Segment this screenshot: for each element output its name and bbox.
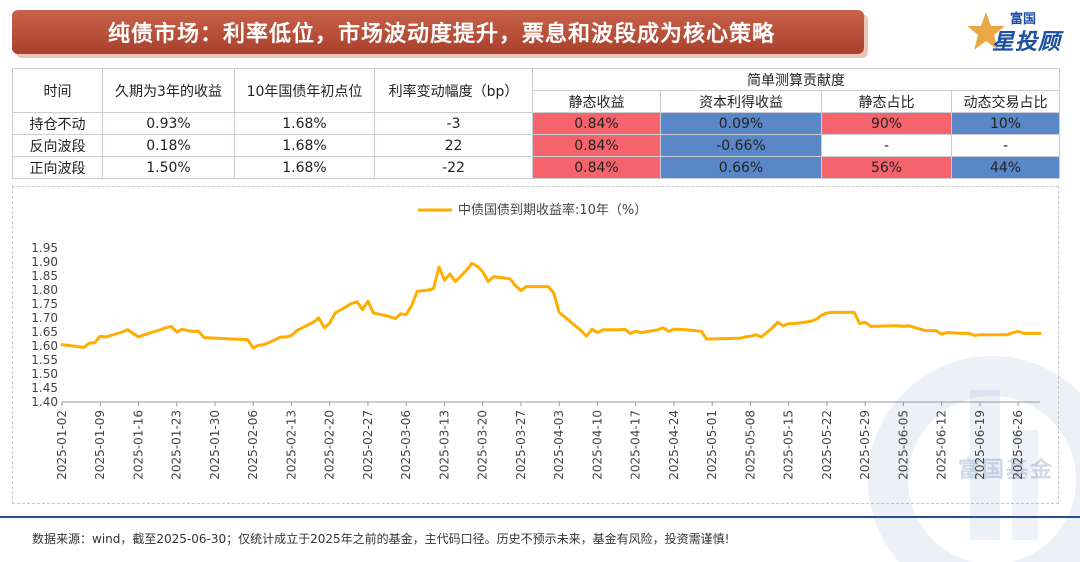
page-title: 纯债市场：利率低位，市场波动度提升，票息和波段成为核心策略 — [108, 22, 776, 47]
y-tick-label: 1.80 — [31, 283, 58, 297]
y-tick-label: 1.75 — [31, 297, 58, 311]
x-tick-label: 2025-01-30 — [208, 410, 222, 480]
yield-line-chart: 1.951.901.851.801.751.701.651.601.551.50… — [31, 202, 1042, 480]
x-tick-label: 2025-06-19 — [973, 410, 987, 480]
y-tick-label: 1.45 — [31, 381, 58, 395]
footer-disclaimer: 数据来源：wind，截至2025-06-30；仅统计成立于2025年之前的基金，… — [32, 532, 730, 546]
x-tick-label: 2025-05-22 — [820, 410, 834, 480]
star-logo-icon — [967, 12, 1005, 50]
table-subheader-row: 静态收益 资本利得收益 静态占比 动态交易占比 — [13, 90, 1060, 113]
brand-top-text: 富国 — [1010, 12, 1037, 27]
cell-yield3: 1.50% — [102, 156, 235, 179]
brand-logo: 富国 星投顾 — [962, 8, 1068, 56]
y-tick-label: 1.85 — [31, 269, 58, 283]
x-tick-label: 2025-06-05 — [896, 410, 910, 480]
y-tick-label: 1.95 — [31, 241, 58, 255]
x-tick-label: 2025-04-10 — [590, 410, 604, 480]
y-tick-label: 1.90 — [31, 255, 58, 269]
header-static-share: 静态占比 — [821, 90, 952, 113]
cell-capital-gain: 0.09% — [660, 112, 822, 135]
footer-divider — [0, 516, 1080, 518]
x-tick-label: 2025-05-01 — [705, 410, 719, 480]
x-tick-label: 2025-02-06 — [246, 410, 260, 480]
x-tick-label: 2025-04-24 — [667, 410, 681, 480]
watermark-text: 富国基金 — [958, 458, 1055, 483]
series-line — [60, 261, 1042, 350]
x-tick-label: 2025-02-27 — [361, 410, 375, 480]
x-tick-label: 2025-01-02 — [55, 410, 69, 480]
y-tick-label: 1.40 — [31, 395, 58, 409]
title-banner: 纯债市场：利率低位，市场波动度提升，票息和波段成为核心策略 — [12, 10, 864, 54]
x-tick-label: 2025-05-29 — [858, 410, 872, 480]
cell-trading-share: 10% — [951, 112, 1060, 135]
x-tick-label: 2025-02-13 — [284, 410, 298, 480]
brand-main-text: 星投顾 — [992, 30, 1062, 55]
y-tick-label: 1.60 — [31, 339, 58, 353]
y-tick-label: 1.50 — [31, 367, 58, 381]
x-tick-label: 2025-06-12 — [935, 410, 949, 480]
x-tick-label: 2025-03-20 — [476, 410, 490, 480]
x-tick-label: 2025-01-09 — [93, 410, 107, 480]
cell-static-income: 0.84% — [532, 156, 661, 179]
table-row: 正向波段 1.50% 1.68% -22 0.84% 0.66% 56% 44% — [12, 156, 1060, 179]
cell-capital-gain: -0.66% — [660, 134, 822, 157]
x-tick-label: 2025-05-08 — [743, 410, 757, 480]
cell-yield3: 0.18% — [102, 134, 235, 157]
header-change: 利率变动幅度（bp） — [374, 68, 533, 113]
x-tick-label: 2025-02-20 — [323, 410, 337, 480]
cell-static-share: 56% — [821, 156, 952, 179]
header-contribution-group: 简单测算贡献度 — [532, 68, 1060, 91]
cell-capital-gain: 0.66% — [660, 156, 822, 179]
header-static-income: 静态收益 — [532, 90, 661, 113]
x-tick-label: 2025-04-17 — [629, 410, 643, 480]
x-tick-label: 2025-03-06 — [399, 410, 413, 480]
y-tick-label: 1.65 — [31, 325, 58, 339]
table-row: 持仓不动 0.93% 1.68% -3 0.84% 0.09% 90% 10% — [12, 112, 1060, 135]
cell-trading-share: 44% — [951, 156, 1060, 179]
chart-frame — [12, 186, 1059, 504]
x-tick-label: 2025-01-23 — [170, 410, 184, 480]
cell-static-income: 0.84% — [532, 112, 661, 135]
header-trading-share: 动态交易占比 — [951, 90, 1060, 113]
x-tick-label: 2025-03-13 — [437, 410, 451, 480]
metrics-table: 时间 久期为3年的收益 10年国债年初点位 利率变动幅度（bp） 简单测算贡献度… — [12, 68, 1060, 179]
legend-label: 中债国债到期收益率:10年（%） — [458, 202, 647, 218]
y-tick-label: 1.70 — [31, 311, 58, 325]
x-tick-label: 2025-04-03 — [552, 410, 566, 480]
cell-start10: 1.68% — [234, 156, 375, 179]
x-tick-label: 2025-01-16 — [131, 410, 145, 480]
header-start10: 10年国债年初点位 — [234, 68, 375, 113]
table-header-row: 时间 久期为3年的收益 10年国债年初点位 利率变动幅度（bp） 简单测算贡献度 — [12, 68, 1060, 113]
x-tick-label: 2025-05-15 — [782, 410, 796, 480]
header-time: 时间 — [12, 68, 103, 113]
x-tick-label: 2025-03-27 — [514, 410, 528, 480]
x-tick-label: 2025-06-26 — [1011, 410, 1025, 480]
cell-change: -22 — [374, 156, 533, 179]
y-tick-label: 1.55 — [31, 353, 58, 367]
